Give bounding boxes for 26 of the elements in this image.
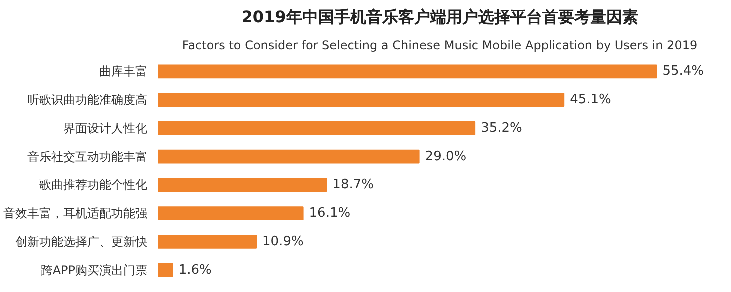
data-label: 45.1%	[570, 92, 612, 108]
data-label: 16.1%	[309, 206, 351, 222]
data-label: 29.0%	[425, 149, 467, 164]
y-tick-label: 音效丰富，耳机适配功能强	[4, 206, 148, 221]
y-tick-label: 创新功能选择广、更新快	[16, 234, 148, 249]
y-tick-label: 跨APP购买演出门票	[40, 263, 148, 278]
y-tick-label: 界面设计人性化	[64, 121, 148, 136]
y-tick-label: 曲库丰富	[100, 64, 148, 79]
data-label: 55.4%	[662, 64, 704, 80]
data-label: 18.7%	[332, 178, 374, 193]
bar	[158, 122, 476, 136]
bar	[158, 93, 565, 107]
chart-title: 2019年中国手机音乐客户端用户选择平台首要考量因素	[242, 8, 638, 26]
bar	[158, 263, 174, 278]
y-tick-label: 音乐社交互动功能丰富	[28, 150, 148, 164]
bar	[158, 235, 258, 249]
data-label: 1.6%	[178, 262, 212, 278]
bar	[158, 178, 328, 192]
y-tick-label: 歌曲推荐功能个性化	[40, 178, 148, 192]
bar	[158, 150, 420, 164]
data-label: 35.2%	[481, 120, 522, 136]
data-label: 10.9%	[262, 234, 304, 250]
y-tick-label: 听歌识曲功能准确度高	[28, 93, 148, 108]
bar	[158, 206, 304, 220]
bar	[158, 64, 658, 79]
chart-subtitle: Factors to Consider for Selecting a Chinese Music Mobile Application by Users in 2019	[182, 38, 698, 52]
